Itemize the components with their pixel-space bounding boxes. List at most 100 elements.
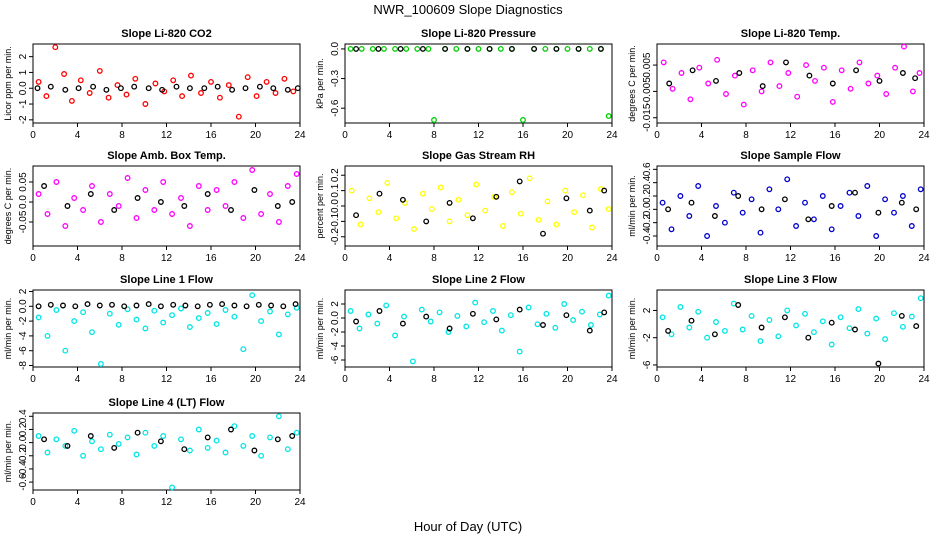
data-point (759, 83, 766, 90)
data-point (194, 303, 201, 310)
x-tick-label: 4 (75, 253, 81, 264)
data-point (436, 309, 443, 316)
data-point (775, 206, 782, 213)
data-point (251, 187, 258, 193)
data-point (268, 302, 275, 309)
data-point (589, 224, 595, 231)
data-point (204, 191, 211, 197)
data-point (142, 101, 149, 107)
data-point (80, 452, 87, 459)
data-point (151, 442, 158, 449)
data-point (186, 85, 193, 92)
data-point (384, 179, 391, 186)
data-point (587, 322, 594, 328)
x-tick-label: 0 (654, 253, 660, 264)
y-tick-label: 2 (642, 307, 653, 313)
data-point (115, 440, 122, 447)
data-point (151, 307, 158, 314)
data-point (89, 183, 95, 189)
x-tick-label: 12 (785, 130, 797, 141)
plot-frame (656, 289, 925, 368)
y-tick-label: 0.4 (18, 409, 29, 423)
x-tick-label: 0 (342, 374, 348, 385)
data-point (793, 322, 800, 329)
data-point (873, 315, 880, 322)
data-point (181, 203, 188, 209)
y-tick-label: -0.1 (330, 212, 341, 230)
y-tick-label: -6 (642, 360, 653, 369)
data-point (62, 223, 69, 229)
data-point (133, 451, 140, 458)
data-point (267, 434, 273, 441)
data-point (403, 45, 410, 52)
data-point (206, 301, 213, 308)
data-point (35, 78, 42, 85)
data-point (64, 203, 71, 209)
x-tick-label: 12 (161, 497, 173, 508)
y-tick-label: 0.1 (330, 183, 341, 197)
data-point (151, 207, 158, 213)
data-point (731, 72, 738, 79)
data-point (912, 75, 919, 82)
data-point (781, 196, 788, 203)
y-tick-label: 0.2 (18, 422, 29, 436)
data-point (258, 318, 265, 325)
data-point (735, 193, 742, 199)
plot-frame (344, 165, 613, 247)
data-point (714, 56, 721, 63)
data-point (117, 85, 124, 92)
y-tick-label: -6 (330, 355, 341, 364)
data-point (399, 196, 406, 203)
data-point (500, 223, 506, 229)
data-point (152, 80, 159, 87)
x-tick-label: 20 (562, 374, 574, 385)
data-point (688, 317, 695, 324)
data-point (97, 219, 104, 225)
data-point (124, 434, 131, 441)
data-point (579, 308, 585, 315)
y-tick-label: -6 (18, 346, 29, 355)
data-point (90, 83, 97, 90)
panel-title: Slope Line 2 Flow (432, 274, 525, 286)
data-point (290, 88, 297, 95)
data-point (864, 183, 871, 189)
x-tick-label: 12 (785, 253, 797, 264)
data-point (249, 292, 256, 299)
data-point (376, 190, 383, 197)
x-tick-label: 0 (654, 130, 660, 141)
data-point (740, 101, 747, 108)
data-point (453, 45, 460, 52)
plot-frame (32, 165, 301, 247)
panel-title: Slope Line 3 Flow (744, 274, 837, 286)
data-point (828, 319, 835, 326)
data-point (469, 310, 476, 317)
data-point (427, 318, 434, 325)
data-point (687, 96, 694, 103)
data-point (748, 196, 755, 203)
data-point (115, 321, 122, 328)
data-point (240, 215, 247, 221)
data-point (414, 45, 421, 52)
data-point (597, 45, 604, 52)
y-tick-label: 0.0 (18, 435, 29, 449)
data-point (157, 199, 164, 205)
data-point (540, 230, 546, 237)
data-point (186, 324, 193, 330)
data-point (802, 199, 808, 206)
data-point (71, 195, 78, 201)
data-point (491, 193, 498, 200)
data-point (256, 83, 263, 90)
data-point (61, 71, 68, 77)
panel-title: Slope Line 4 (LT) Flow (109, 397, 225, 409)
data-point (846, 189, 853, 196)
y-tick-label: 0.2 (330, 168, 341, 182)
data-point (819, 193, 826, 199)
data-point (103, 86, 110, 93)
y-tick-label: 0.0 (330, 311, 341, 325)
data-point (855, 306, 862, 313)
data-point (805, 216, 812, 223)
data-point (891, 209, 897, 216)
data-point (293, 171, 300, 177)
